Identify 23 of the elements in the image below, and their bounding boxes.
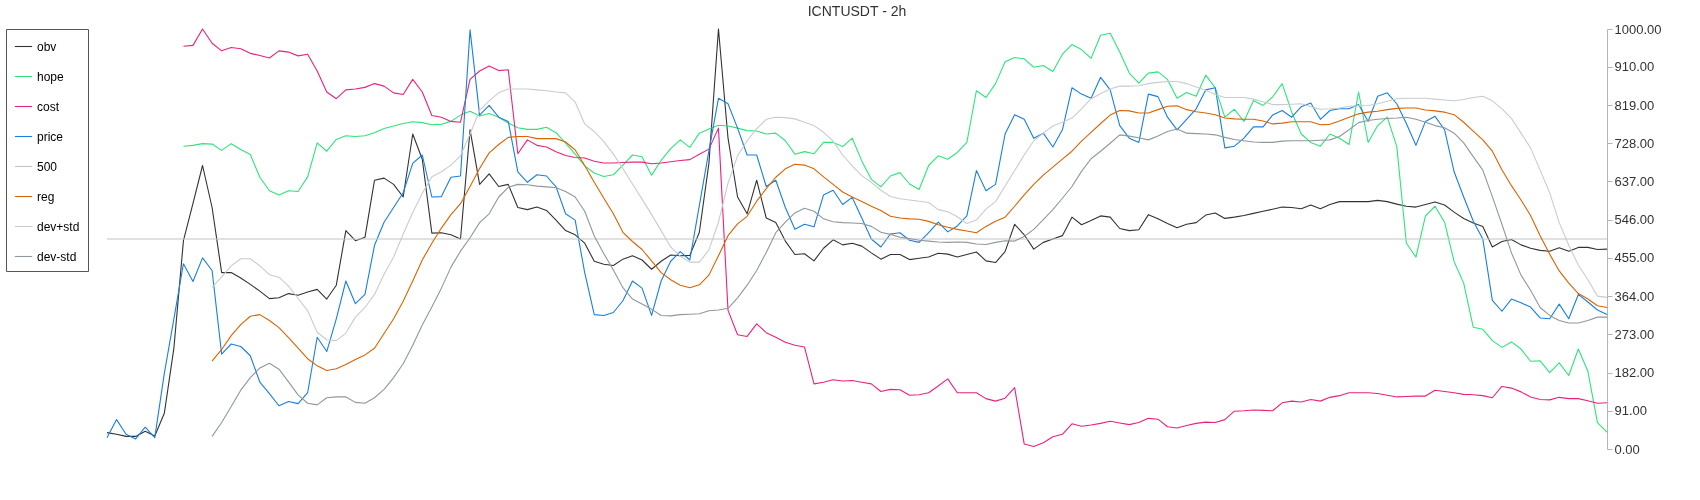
y-tick-label: 364.00 [1614,288,1655,304]
line-series [211,105,1608,372]
y-tick-label: 182.00 [1614,365,1655,381]
legend-label: obv [37,39,57,54]
chart-title: ICNTUSDT - 2h [807,3,907,19]
line-series [211,116,1608,437]
y-tick-label: 273.00 [1614,326,1655,342]
legend-label: cost [37,99,60,114]
y-tick-label: 728.00 [1614,135,1655,151]
legend-label: hope [37,69,65,84]
y-tick-label: 637.00 [1614,173,1655,189]
legend-label: dev+std [37,219,80,234]
y-tick-label: 91.00 [1614,403,1648,419]
y-tick-label: 0.00 [1614,441,1640,457]
legend-label: price [37,129,64,144]
y-tick-label: 819.00 [1614,97,1655,113]
y-tick-label: 455.00 [1614,250,1655,266]
legend-label: dev-std [37,249,77,264]
legend-label: 500 [37,159,58,174]
y-tick-label: 910.00 [1614,59,1655,75]
y-tick-label: 1000.00 [1614,21,1662,37]
y-tick-label: 546.00 [1614,212,1655,228]
legend-label: reg [37,189,55,204]
